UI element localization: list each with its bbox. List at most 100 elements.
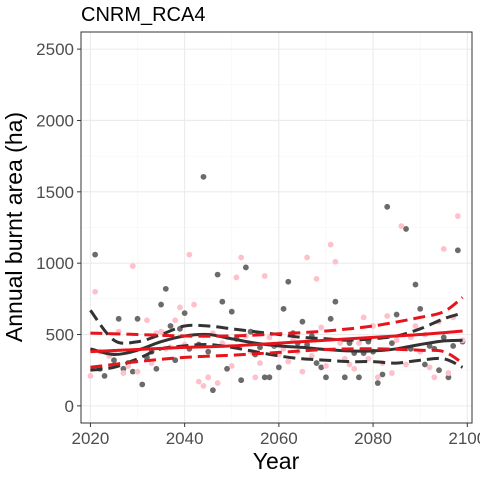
pink-point (177, 305, 183, 311)
dark-point (215, 272, 221, 278)
pink-point (431, 374, 437, 380)
pink-point (158, 329, 164, 335)
chart-title: CNRM_RCA4 (81, 4, 205, 26)
dark-point (229, 309, 235, 315)
dark-point (139, 382, 145, 388)
pink-point (446, 370, 452, 376)
pink-point (130, 263, 136, 269)
y-tick-label: 2000 (36, 111, 74, 130)
dark-point (276, 364, 282, 370)
dark-point (314, 360, 320, 366)
pink-point (257, 360, 263, 366)
dark-point (375, 380, 381, 386)
dark-point (205, 349, 211, 355)
pink-point (389, 370, 395, 376)
dark-point (102, 373, 108, 379)
pink-point (215, 380, 221, 386)
dark-point (300, 319, 306, 325)
pink-point (144, 317, 150, 323)
dark-point (163, 286, 169, 292)
dark-point (455, 247, 461, 253)
dark-point (210, 387, 216, 393)
pink-point (120, 370, 126, 376)
dark-point (243, 265, 249, 271)
pink-point (318, 324, 324, 330)
dark-point (384, 204, 390, 210)
pink-point (92, 289, 98, 295)
dark-point (158, 302, 164, 308)
dark-dashed-line (90, 310, 462, 343)
pink-point (441, 246, 447, 252)
trend-lines (90, 297, 462, 370)
dark-point (153, 366, 159, 372)
pink-point (328, 242, 334, 248)
pink-point (191, 302, 197, 308)
pink-point (300, 369, 306, 375)
pink-point (205, 374, 211, 380)
pink-point (375, 374, 381, 380)
pink-point (172, 317, 178, 323)
red-dashed-line (90, 297, 462, 336)
x-tick-label: 2080 (354, 429, 392, 448)
x-axis-label: Year (253, 448, 300, 474)
dark-point (267, 374, 273, 380)
y-tick-label: 500 (46, 326, 74, 345)
y-tick-label: 1000 (36, 254, 74, 273)
dark-point (356, 374, 362, 380)
grid (81, 32, 472, 423)
y-tick-label: 1500 (36, 183, 74, 202)
dark-point (332, 299, 338, 305)
pink-point (413, 323, 419, 329)
dark-point (201, 174, 207, 180)
pink-point (186, 252, 192, 258)
y-tick-label: 2500 (36, 40, 74, 59)
pink-point (285, 359, 291, 365)
pink-point (398, 223, 404, 229)
pink-point (455, 213, 461, 219)
pink-point (229, 363, 235, 369)
dark-point (417, 306, 423, 312)
pink-point (304, 255, 310, 261)
pink-point (403, 362, 409, 368)
x-tick-label: 2020 (72, 429, 110, 448)
dark-point (135, 316, 141, 322)
dark-point (219, 299, 225, 305)
dark-point (238, 377, 244, 383)
dark-point (168, 323, 174, 329)
pink-point (384, 313, 390, 319)
dark-point (182, 310, 188, 316)
pink-point (88, 373, 94, 379)
pink-point (394, 337, 400, 343)
dark-point (111, 357, 117, 363)
pink-point (252, 374, 258, 380)
dark-point (285, 279, 291, 285)
dark-point (92, 252, 98, 258)
pink-point (135, 369, 141, 375)
pink-point (262, 273, 268, 279)
pink-point (234, 275, 240, 281)
dark-point (281, 306, 287, 312)
x-tick-label: 2040 (166, 429, 204, 448)
dark-point (436, 367, 442, 373)
pink-point (323, 363, 329, 369)
dark-point (323, 374, 329, 380)
pink-point (314, 276, 320, 282)
dark-point (116, 316, 122, 322)
x-tick-label: 2060 (260, 429, 298, 448)
dark-point (450, 343, 456, 349)
pink-point (332, 259, 338, 265)
dark-point (328, 316, 334, 322)
pink-point (201, 383, 207, 389)
pink-point (361, 315, 367, 321)
pink-point (238, 255, 244, 261)
dark-point (394, 312, 400, 318)
y-tick-label: 0 (65, 397, 74, 416)
pink-point (351, 366, 357, 372)
pink-point (427, 364, 433, 370)
pink-point (196, 379, 202, 385)
y-axis-label: Annual burnt area (ha) (1, 112, 27, 342)
dark-point (342, 374, 348, 380)
